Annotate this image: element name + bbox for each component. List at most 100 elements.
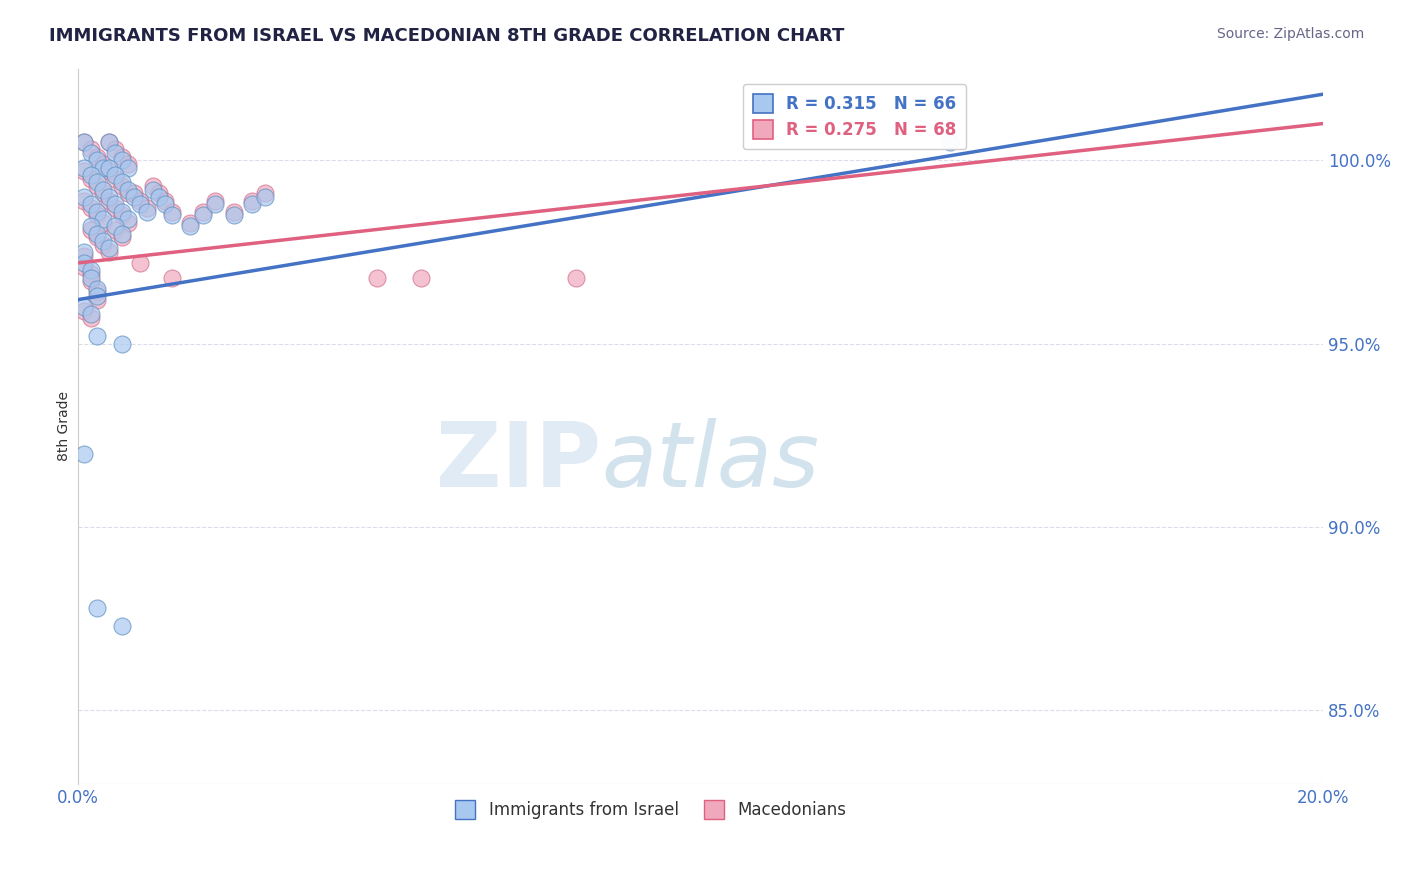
Y-axis label: 8th Grade: 8th Grade [58, 391, 72, 461]
Point [86, 208, 108, 222]
Point [79, 168, 101, 182]
Point [104, 142, 127, 156]
Point [79, 223, 101, 237]
Point [104, 197, 127, 211]
Point [204, 194, 226, 208]
Point [91, 183, 114, 197]
Point [111, 153, 134, 168]
Point [117, 216, 139, 230]
Point [79, 197, 101, 211]
Point [938, 135, 960, 149]
Point [242, 197, 264, 211]
Point [179, 216, 201, 230]
Point [565, 270, 588, 285]
Point [86, 282, 108, 296]
Point [117, 211, 139, 226]
Point [86, 175, 108, 189]
Point [86, 230, 108, 244]
Point [98, 164, 121, 178]
Point [111, 175, 134, 189]
Point [91, 161, 114, 175]
Point [91, 157, 114, 171]
Point [79, 270, 101, 285]
Point [73, 249, 96, 263]
Point [129, 256, 152, 270]
Point [160, 204, 183, 219]
Point [86, 285, 108, 300]
Point [104, 219, 127, 234]
Point [86, 227, 108, 241]
Point [148, 186, 170, 201]
Point [98, 244, 121, 259]
Point [98, 241, 121, 255]
Point [111, 619, 134, 633]
Point [204, 197, 226, 211]
Point [73, 190, 96, 204]
Point [86, 178, 108, 193]
Point [135, 204, 157, 219]
Text: Source: ZipAtlas.com: Source: ZipAtlas.com [1216, 27, 1364, 41]
Point [73, 135, 96, 149]
Point [73, 135, 96, 149]
Point [142, 183, 165, 197]
Point [79, 171, 101, 186]
Point [73, 260, 96, 274]
Point [111, 208, 134, 222]
Point [117, 157, 139, 171]
Point [155, 194, 177, 208]
Point [122, 186, 145, 201]
Point [122, 190, 145, 204]
Point [91, 216, 114, 230]
Point [86, 289, 108, 303]
Point [253, 186, 276, 201]
Point [191, 204, 214, 219]
Legend: Immigrants from Israel, Macedonians: Immigrants from Israel, Macedonians [449, 793, 853, 825]
Point [98, 194, 121, 208]
Point [98, 161, 121, 175]
Point [111, 150, 134, 164]
Point [104, 223, 127, 237]
Point [79, 267, 101, 281]
Point [155, 197, 177, 211]
Point [73, 164, 96, 178]
Text: ZIP: ZIP [436, 417, 600, 506]
Point [86, 153, 108, 168]
Point [222, 204, 245, 219]
Point [253, 190, 276, 204]
Point [73, 303, 96, 318]
Point [91, 186, 114, 201]
Point [111, 230, 134, 244]
Point [160, 208, 183, 222]
Point [242, 194, 264, 208]
Point [111, 204, 134, 219]
Point [409, 270, 432, 285]
Point [98, 190, 121, 204]
Text: atlas: atlas [600, 417, 820, 506]
Point [79, 263, 101, 277]
Point [86, 329, 108, 343]
Point [73, 194, 96, 208]
Point [222, 208, 245, 222]
Point [91, 234, 114, 248]
Point [79, 274, 101, 288]
Point [79, 201, 101, 215]
Point [73, 244, 96, 259]
Point [111, 336, 134, 351]
Point [366, 270, 388, 285]
Point [79, 219, 101, 234]
Point [91, 237, 114, 252]
Point [142, 178, 165, 193]
Point [117, 186, 139, 201]
Point [86, 600, 108, 615]
Point [98, 135, 121, 149]
Point [111, 227, 134, 241]
Point [73, 447, 96, 461]
Point [91, 211, 114, 226]
Point [117, 183, 139, 197]
Point [73, 256, 96, 270]
Text: IMMIGRANTS FROM ISRAEL VS MACEDONIAN 8TH GRADE CORRELATION CHART: IMMIGRANTS FROM ISRAEL VS MACEDONIAN 8TH… [49, 27, 845, 45]
Point [73, 300, 96, 314]
Point [129, 197, 152, 211]
Point [73, 161, 96, 175]
Point [135, 201, 157, 215]
